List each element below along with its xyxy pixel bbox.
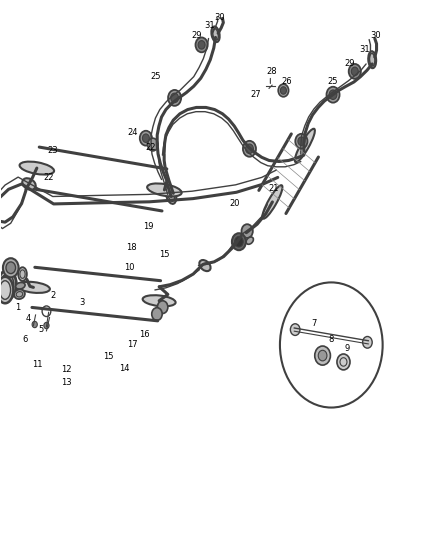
Ellipse shape: [262, 185, 283, 219]
Text: 3: 3: [79, 298, 85, 307]
Text: 11: 11: [32, 360, 42, 369]
Text: 25: 25: [151, 72, 161, 81]
Circle shape: [44, 322, 49, 329]
Text: 12: 12: [61, 366, 72, 374]
Ellipse shape: [22, 178, 36, 190]
Circle shape: [3, 258, 18, 277]
Text: 8: 8: [328, 335, 334, 344]
Ellipse shape: [14, 289, 25, 299]
Circle shape: [349, 64, 361, 79]
Ellipse shape: [246, 237, 254, 244]
Circle shape: [6, 262, 16, 273]
Circle shape: [290, 324, 300, 335]
Circle shape: [157, 301, 168, 313]
Text: 29: 29: [344, 60, 355, 68]
Ellipse shape: [147, 183, 182, 197]
Ellipse shape: [212, 27, 220, 42]
Circle shape: [198, 41, 205, 49]
Text: 13: 13: [61, 377, 72, 386]
Ellipse shape: [20, 161, 54, 175]
Text: 29: 29: [191, 31, 201, 41]
Text: 5: 5: [39, 325, 44, 334]
Ellipse shape: [143, 295, 176, 306]
Circle shape: [278, 84, 289, 97]
Text: 27: 27: [251, 90, 261, 99]
Text: 24: 24: [127, 128, 138, 138]
Circle shape: [171, 93, 179, 103]
Text: 20: 20: [229, 199, 240, 208]
Text: 26: 26: [281, 77, 292, 86]
Ellipse shape: [0, 281, 11, 300]
Circle shape: [298, 137, 305, 146]
Circle shape: [232, 233, 246, 250]
Text: 25: 25: [328, 77, 338, 86]
Text: 15: 15: [103, 352, 113, 361]
Text: 31: 31: [360, 45, 370, 54]
Text: 7: 7: [311, 319, 317, 328]
Ellipse shape: [368, 51, 376, 68]
Ellipse shape: [1, 274, 14, 295]
Circle shape: [241, 224, 253, 238]
Text: 22: 22: [145, 143, 155, 152]
Circle shape: [243, 141, 256, 157]
Text: 16: 16: [139, 330, 149, 339]
Circle shape: [318, 350, 327, 361]
Text: 4: 4: [26, 314, 31, 323]
Text: 23: 23: [47, 147, 58, 156]
Text: 22: 22: [43, 173, 53, 182]
Text: 17: 17: [127, 341, 138, 350]
Circle shape: [195, 37, 208, 52]
Ellipse shape: [17, 282, 50, 293]
Circle shape: [363, 336, 372, 348]
Text: 14: 14: [119, 364, 129, 373]
Circle shape: [246, 144, 253, 154]
Circle shape: [337, 354, 350, 370]
Ellipse shape: [0, 277, 14, 303]
Circle shape: [295, 134, 307, 149]
Text: 19: 19: [143, 222, 154, 231]
Circle shape: [329, 90, 337, 100]
Ellipse shape: [295, 129, 315, 162]
Circle shape: [148, 138, 158, 151]
Circle shape: [152, 308, 162, 320]
Ellipse shape: [199, 260, 211, 271]
Text: 30: 30: [371, 31, 381, 41]
Text: 10: 10: [124, 263, 135, 272]
Text: 1: 1: [15, 303, 21, 312]
Text: 18: 18: [126, 244, 136, 253]
Circle shape: [168, 90, 181, 106]
Ellipse shape: [0, 270, 17, 300]
Ellipse shape: [16, 282, 25, 289]
Text: 28: 28: [267, 67, 277, 76]
Ellipse shape: [18, 267, 27, 281]
Circle shape: [32, 321, 37, 328]
Circle shape: [351, 67, 358, 76]
Circle shape: [280, 87, 286, 94]
Text: 2: 2: [50, 291, 55, 300]
Text: 30: 30: [215, 13, 225, 22]
Circle shape: [234, 237, 243, 247]
Text: 21: 21: [268, 183, 279, 192]
Circle shape: [326, 87, 339, 103]
Circle shape: [315, 346, 330, 365]
Text: 15: 15: [159, 251, 170, 260]
Circle shape: [142, 134, 149, 142]
Text: 9: 9: [345, 344, 350, 353]
Text: 6: 6: [23, 335, 28, 344]
Ellipse shape: [166, 186, 177, 204]
Text: 31: 31: [204, 21, 215, 30]
Circle shape: [140, 131, 152, 146]
